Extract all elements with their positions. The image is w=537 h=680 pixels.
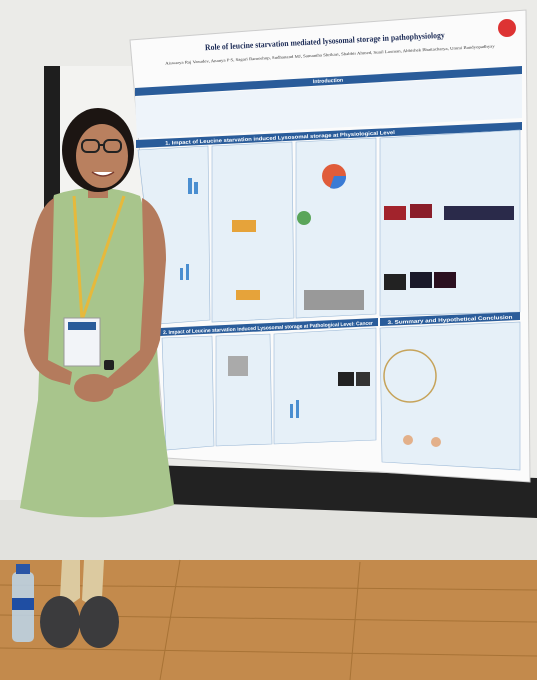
poster-logo <box>498 19 516 37</box>
arm-left <box>24 198 72 385</box>
shoe-right <box>79 596 119 648</box>
glasses <box>81 139 122 153</box>
bottle-label <box>12 598 34 610</box>
smile <box>91 171 115 177</box>
section-bar <box>160 318 378 336</box>
section-bar <box>135 66 522 96</box>
lanyard <box>72 195 126 321</box>
pants-right <box>82 560 104 606</box>
section-header: 3. Summary and Hypothetical Conclusion <box>387 315 512 326</box>
section-bar <box>136 122 522 148</box>
panels <box>161 321 521 471</box>
section-bar <box>380 312 520 326</box>
section-header: Introduction <box>313 78 344 86</box>
figure-marks <box>228 349 441 447</box>
face <box>76 124 128 188</box>
shoe-left <box>40 596 80 648</box>
bottle-cap <box>16 564 30 574</box>
badge-header <box>68 322 96 330</box>
figure-marks <box>180 164 514 310</box>
board-frame-bottom <box>60 462 537 518</box>
hands <box>74 374 114 402</box>
person <box>20 108 174 648</box>
intro-text <box>135 75 522 138</box>
pants-left <box>60 560 80 605</box>
arm-right <box>108 198 166 390</box>
watch <box>104 360 114 370</box>
